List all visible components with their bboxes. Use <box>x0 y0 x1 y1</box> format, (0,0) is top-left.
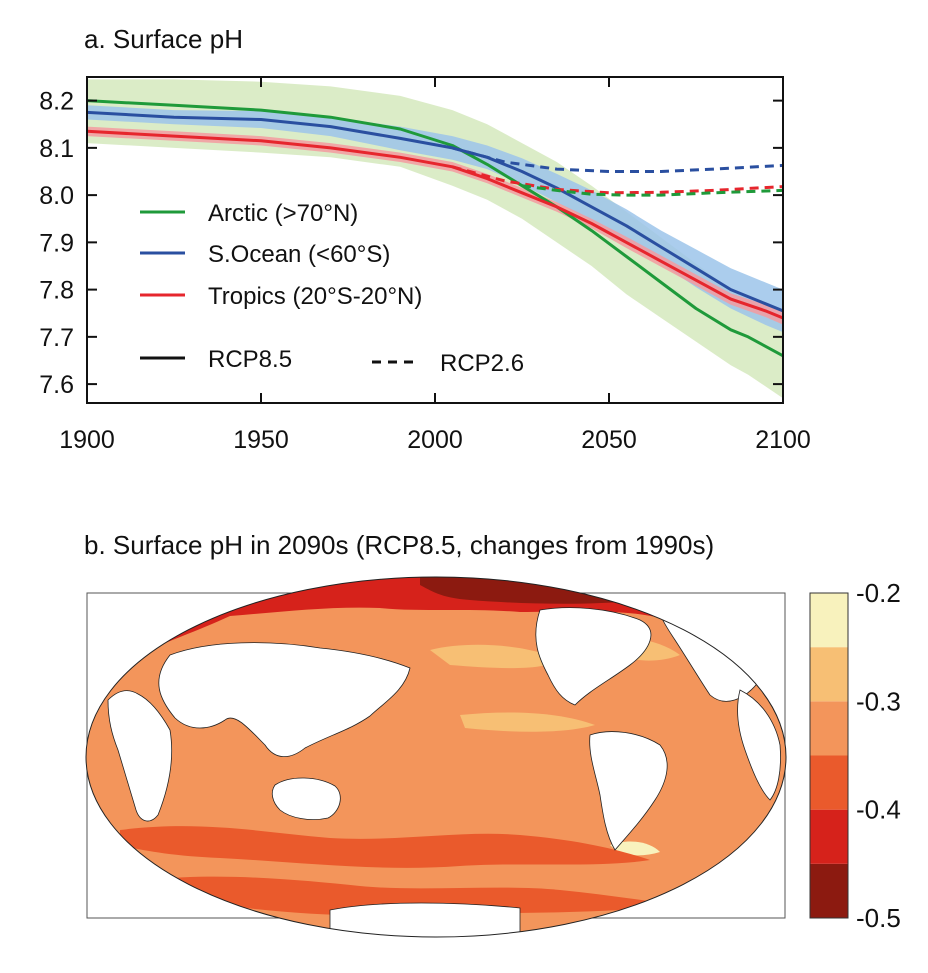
north-america-landmass <box>535 607 652 706</box>
panel-b-title: b. Surface pH in 2090s (RCP8.5, changes … <box>84 530 715 560</box>
panel-a-title: a. Surface pH <box>84 24 243 54</box>
band-arctic <box>87 79 783 399</box>
ocean-field <box>86 577 786 937</box>
colorbar-segment <box>810 809 848 864</box>
ph-change-map: -0.2 -0.3 -0.4 -0.5 <box>85 576 901 938</box>
band-tropics <box>87 126 783 325</box>
colorbar-segment <box>810 647 848 702</box>
uncertainty-bands <box>87 79 783 399</box>
antarctica-landmass <box>329 902 521 937</box>
africa-landmass <box>107 690 173 822</box>
southern-ocean-band <box>120 826 650 868</box>
x-tick-label: 1900 <box>59 426 115 454</box>
legend-label-tropics: Tropics (20°S-20°N) <box>208 283 422 310</box>
colorbar-tick-label: -0.3 <box>856 686 901 716</box>
australia-landmass <box>271 777 341 820</box>
y-tick-label: 7.7 <box>39 324 74 352</box>
colorbar-segment <box>810 593 848 648</box>
y-tick-label: 8.0 <box>39 182 74 210</box>
colorbar-frame <box>809 592 849 919</box>
line-tropics-rcp85 <box>87 129 783 320</box>
line-arctic-rcp26 <box>521 184 783 197</box>
x-tick-label: 1950 <box>233 426 289 454</box>
colorbar-tick-label: -0.2 <box>856 578 901 608</box>
line-socean-rcp85 <box>87 110 783 313</box>
southern-ocean-band-lower <box>150 876 680 916</box>
legend-label-arctic: Arctic (>70°N) <box>208 200 358 227</box>
line-socean-rcp26 <box>452 146 783 173</box>
y-tick-label: 7.6 <box>39 371 74 399</box>
legend-label-s-ocean: S.Ocean (<60°S) <box>208 241 390 268</box>
colorbar: -0.2 -0.3 -0.4 -0.5 <box>809 578 901 933</box>
colorbar-tick-label: -0.5 <box>856 903 901 933</box>
y-tick-label: 8.2 <box>39 88 74 116</box>
y-tick-label: 7.9 <box>39 229 74 257</box>
legend: Arctic (>70°N) S.Ocean (<60°S) Tropics (… <box>140 200 524 377</box>
south-america-landmass <box>589 731 668 851</box>
x-tick-label: 2050 <box>581 426 637 454</box>
band-socean <box>87 105 783 333</box>
x-tick-label: 2100 <box>755 426 811 454</box>
colorbar-segment <box>810 755 848 810</box>
y-tick-label: 8.1 <box>39 135 74 163</box>
x-tick-label: 2000 <box>407 426 463 454</box>
line-arctic-rcp85 <box>87 99 783 358</box>
north-pacific-light-patch <box>430 644 560 669</box>
ph-time-series-chart: 1900 1950 2000 2050 2100 7.6 7.7 7.8 7.9 8.0 8.1 8.… <box>39 76 811 454</box>
legend-label-rcp85: RCP8.5 <box>208 346 292 373</box>
legend-label-rcp26: RCP2.6 <box>440 350 524 377</box>
africa-east-landmass <box>737 689 781 801</box>
colorbar-segment <box>810 863 848 918</box>
y-tick-label: 7.8 <box>39 277 74 305</box>
equatorial-pacific-light-patch <box>460 712 595 732</box>
series-lines <box>87 99 783 358</box>
eurasia-landmass <box>158 642 411 758</box>
colorbar-segment <box>810 701 848 756</box>
colorbar-tick-label: -0.4 <box>856 795 901 825</box>
axis-ticks: 1900 1950 2000 2050 2100 7.6 7.7 7.8 7.9 8.0 8.1 8.… <box>39 77 811 454</box>
line-tropics-rcp26 <box>452 165 783 195</box>
map-outline <box>85 576 787 938</box>
